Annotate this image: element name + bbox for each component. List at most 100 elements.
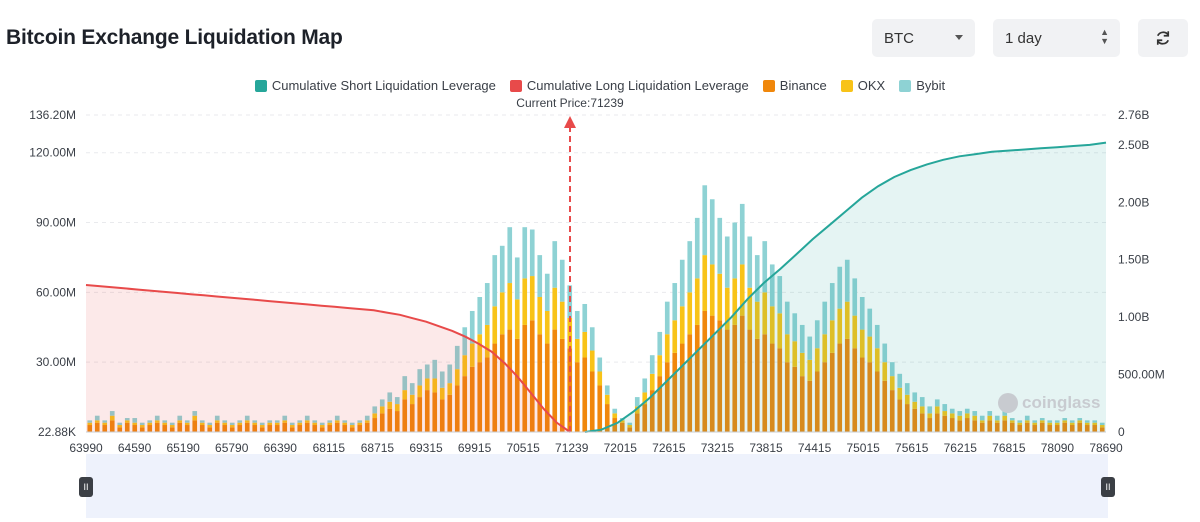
bar-binance xyxy=(402,399,408,432)
bar-okx xyxy=(372,413,378,419)
bar-binance xyxy=(597,385,603,432)
bar-binance xyxy=(852,348,858,432)
bar-binance xyxy=(274,425,280,432)
bar-bybit xyxy=(342,420,348,423)
bar-okx xyxy=(447,383,453,395)
refresh-icon xyxy=(1156,31,1170,45)
bar-bybit xyxy=(702,185,708,256)
bar-okx xyxy=(1092,422,1098,426)
bar-binance xyxy=(1032,425,1038,432)
chart-legend: Cumulative Short Liquidation Leverage Cum… xyxy=(0,78,1200,93)
bar-bybit xyxy=(664,301,670,335)
bar-bybit xyxy=(627,422,633,426)
bar-binance xyxy=(1047,425,1053,432)
bar-binance xyxy=(799,376,805,432)
bar-bybit xyxy=(604,385,610,395)
slider-handle-left[interactable]: II xyxy=(79,477,93,497)
bar-binance xyxy=(372,418,378,432)
bar-okx xyxy=(499,292,505,335)
bar-binance xyxy=(522,324,528,432)
legend-item[interactable]: Bybit xyxy=(899,78,945,93)
bar-okx xyxy=(132,422,138,426)
bar-bybit xyxy=(844,259,850,302)
refresh-button[interactable] xyxy=(1138,19,1188,57)
bar-okx xyxy=(829,320,835,353)
bar-binance xyxy=(162,425,168,432)
bar-bybit xyxy=(732,222,738,279)
bar-okx xyxy=(184,422,190,426)
bar-okx xyxy=(867,336,873,363)
bar-bybit xyxy=(109,411,115,416)
bar-bybit xyxy=(289,422,295,426)
bar-okx xyxy=(1077,420,1083,423)
legend-item[interactable]: Cumulative Short Liquidation Leverage xyxy=(254,78,496,93)
bar-binance xyxy=(822,362,828,432)
bar-bybit xyxy=(364,415,370,421)
bar-binance xyxy=(462,376,468,432)
bar-bybit xyxy=(439,371,445,388)
bar-okx xyxy=(1069,422,1075,426)
bar-okx xyxy=(334,420,340,423)
bar-bybit xyxy=(147,420,153,423)
legend-item[interactable]: Cumulative Long Liquidation Leverage xyxy=(509,78,749,93)
bar-bybit xyxy=(852,278,858,316)
bar-okx xyxy=(964,413,970,419)
x-tick-label: 70515 xyxy=(506,441,540,455)
bar-bybit xyxy=(357,420,363,423)
bar-okx xyxy=(874,348,880,372)
slider-handle-right[interactable]: II xyxy=(1101,477,1115,497)
bar-binance xyxy=(777,348,783,432)
bar-bybit xyxy=(1054,420,1060,423)
bar-okx xyxy=(357,422,363,426)
bar-bybit xyxy=(807,336,813,360)
bar-okx xyxy=(979,420,985,423)
bar-binance xyxy=(147,425,153,432)
symbol-select[interactable]: BTC xyxy=(872,19,975,57)
bar-okx xyxy=(882,362,888,381)
legend-swatch xyxy=(509,79,522,92)
bar-okx xyxy=(799,352,805,377)
x-tick-label: 75615 xyxy=(895,441,929,455)
legend-label: Cumulative Short Liquidation Leverage xyxy=(271,78,496,93)
bar-bybit xyxy=(799,324,805,353)
bar-bybit xyxy=(492,255,498,307)
bar-okx xyxy=(687,292,693,335)
zoom-slider[interactable] xyxy=(86,454,1108,518)
bar-binance xyxy=(394,411,400,432)
bar-binance xyxy=(934,413,940,432)
y-right-tick-label: 0 xyxy=(1118,425,1125,439)
range-select[interactable]: 1 day ▲ ▼ xyxy=(993,19,1120,57)
legend-item[interactable]: Binance xyxy=(762,78,827,93)
bar-okx xyxy=(627,425,633,428)
bar-okx xyxy=(664,334,670,363)
bar-binance xyxy=(387,408,393,432)
bar-binance xyxy=(687,334,693,432)
bar-binance xyxy=(784,362,790,432)
bar-okx xyxy=(484,324,490,358)
bar-okx xyxy=(237,422,243,426)
bar-binance xyxy=(432,392,438,432)
bar-bybit xyxy=(1077,418,1083,421)
bar-okx xyxy=(709,264,715,316)
bar-binance xyxy=(949,418,955,432)
legend-swatch xyxy=(762,79,775,92)
x-tick-label: 73215 xyxy=(701,441,735,455)
x-tick-label: 68715 xyxy=(361,441,395,455)
bar-okx xyxy=(559,301,565,339)
bar-binance xyxy=(109,420,115,432)
bar-binance xyxy=(664,362,670,432)
bar-binance xyxy=(709,315,715,432)
bar-okx xyxy=(394,404,400,412)
bar-binance xyxy=(754,338,760,432)
bar-okx xyxy=(214,420,220,423)
bar-binance xyxy=(477,362,483,432)
bar-okx xyxy=(642,392,648,405)
bar-binance xyxy=(94,422,100,432)
bar-okx xyxy=(439,387,445,400)
bar-bybit xyxy=(1024,415,1030,421)
legend-item[interactable]: OKX xyxy=(840,78,885,93)
bar-okx xyxy=(589,350,595,372)
bar-binance xyxy=(252,425,258,432)
long-cumulative-area xyxy=(86,285,570,432)
legend-swatch xyxy=(899,79,912,92)
